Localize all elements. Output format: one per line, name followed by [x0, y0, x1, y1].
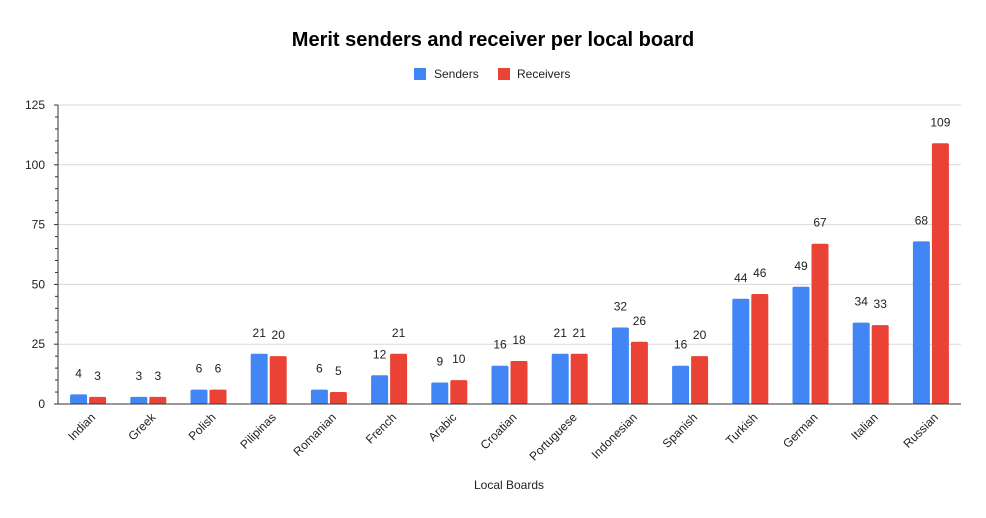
axes	[57, 105, 961, 405]
y-tick-label: 0	[38, 397, 45, 411]
data-label-senders-spanish: 16	[674, 338, 688, 352]
data-label-senders-arabic: 9	[436, 354, 443, 368]
bar-senders-romanian	[310, 389, 328, 404]
data-label-senders-french: 12	[373, 347, 387, 361]
data-label-receivers-greek: 3	[154, 369, 161, 383]
data-label-receivers-indonesian: 26	[633, 314, 647, 328]
bar-receivers-portuguese	[570, 353, 588, 404]
bar-receivers-polish	[209, 389, 227, 404]
data-label-senders-romanian: 6	[316, 362, 323, 376]
bar-receivers-russian	[931, 143, 949, 404]
data-label-receivers-pilipinas: 20	[272, 328, 286, 342]
bar-senders-italian	[852, 322, 870, 404]
data-label-senders-portuguese: 21	[554, 326, 568, 340]
data-label-senders-italian: 34	[855, 295, 869, 309]
y-tick-label: 25	[32, 337, 46, 351]
chart-title: Merit senders and receiver per local boa…	[292, 29, 694, 51]
legend-swatch-receivers	[498, 68, 510, 80]
bar-receivers-arabic	[450, 380, 468, 404]
bar-receivers-pilipinas	[269, 356, 287, 404]
data-label-receivers-german: 67	[813, 216, 827, 230]
data-label-senders-polish: 6	[196, 362, 203, 376]
bar-senders-german	[792, 286, 810, 404]
data-label-receivers-french: 21	[392, 326, 406, 340]
bar-receivers-turkish	[751, 293, 769, 404]
data-label-senders-pilipinas: 21	[253, 326, 267, 340]
bar-senders-indian	[70, 394, 88, 404]
y-tick-label: 125	[25, 98, 45, 112]
data-label-receivers-romanian: 5	[335, 364, 342, 378]
legend: Senders Receivers	[414, 67, 570, 81]
bar-senders-pilipinas	[250, 353, 268, 404]
data-label-senders-german: 49	[794, 259, 808, 273]
bar-receivers-german	[811, 243, 829, 404]
data-label-receivers-arabic: 10	[452, 352, 466, 366]
x-axis-label: Local Boards	[474, 478, 544, 492]
bar-receivers-italian	[871, 325, 889, 404]
bar-receivers-croatian	[510, 360, 528, 404]
bar-senders-polish	[190, 389, 208, 404]
bar-receivers-romanian	[329, 392, 347, 404]
bar-senders-arabic	[431, 382, 449, 404]
gridlines	[58, 104, 961, 345]
bar-receivers-indian	[89, 396, 107, 404]
data-label-senders-russian: 68	[915, 213, 929, 227]
data-label-senders-croatian: 16	[493, 338, 507, 352]
bar-receivers-spanish	[691, 356, 709, 404]
bar-senders-indonesian	[611, 327, 629, 404]
data-label-receivers-indian: 3	[94, 369, 101, 383]
bar-senders-french	[371, 375, 389, 404]
bar-senders-turkish	[732, 298, 750, 404]
legend-swatch-senders	[414, 68, 426, 80]
bar-senders-croatian	[491, 365, 509, 404]
bar-receivers-indonesian	[630, 341, 648, 404]
y-tick-label: 100	[25, 158, 45, 172]
bar-senders-portuguese	[551, 353, 569, 404]
y-axis-ticks: 0 25 50 75 100 125	[25, 98, 58, 411]
data-label-receivers-spanish: 20	[693, 328, 707, 342]
data-label-receivers-russian: 109	[930, 115, 950, 129]
data-label-receivers-italian: 33	[874, 297, 888, 311]
legend-label-receivers: Receivers	[517, 67, 570, 81]
bars	[70, 143, 949, 404]
data-label-receivers-portuguese: 21	[573, 326, 587, 340]
bar-senders-russian	[912, 241, 930, 404]
data-label-senders-greek: 3	[135, 369, 142, 383]
data-label-senders-indonesian: 32	[614, 299, 628, 313]
bar-senders-spanish	[672, 365, 690, 404]
data-label-senders-indian: 4	[75, 366, 82, 380]
data-label-receivers-turkish: 46	[753, 266, 767, 280]
bar-receivers-french	[390, 353, 408, 404]
bar-senders-greek	[130, 396, 148, 404]
y-tick-label: 50	[32, 277, 46, 291]
data-label-senders-turkish: 44	[734, 271, 748, 285]
y-tick-label: 75	[32, 218, 46, 232]
data-label-receivers-polish: 6	[215, 362, 222, 376]
bar-receivers-greek	[149, 396, 167, 404]
data-label-receivers-croatian: 18	[512, 333, 526, 347]
legend-label-senders: Senders	[434, 67, 479, 81]
